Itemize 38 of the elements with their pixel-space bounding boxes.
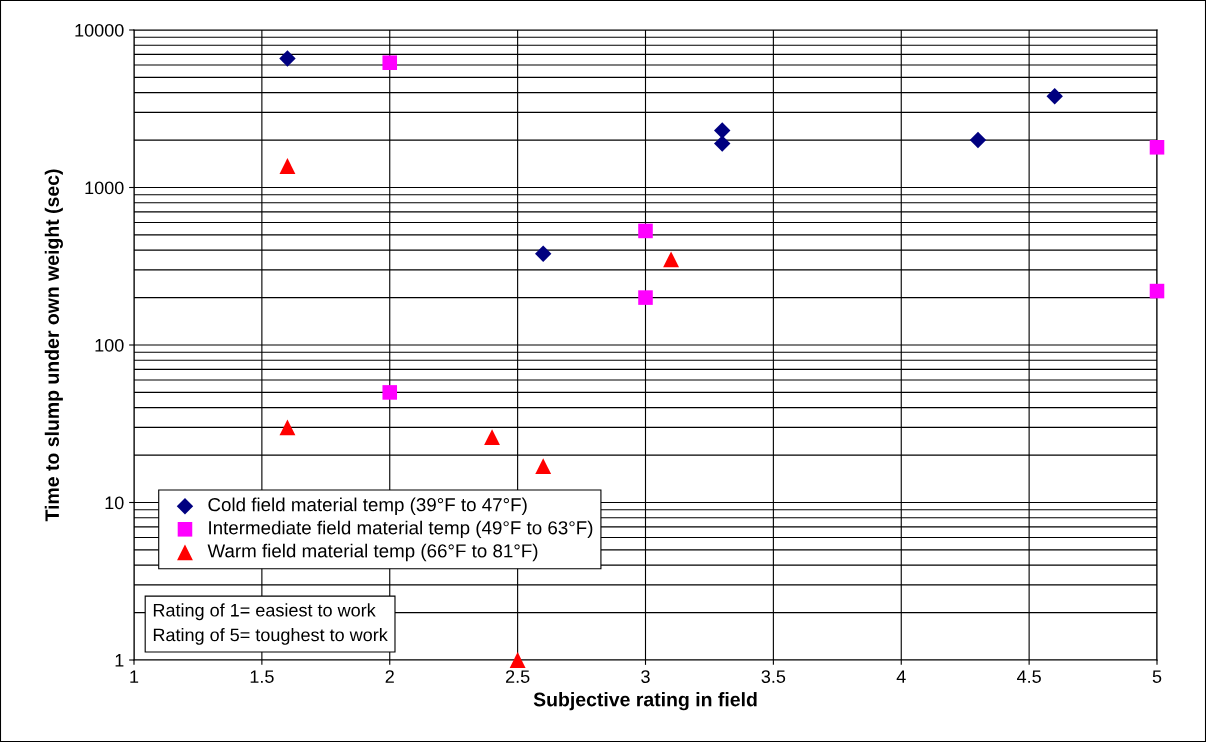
x-tick-label: 4 — [896, 670, 906, 683]
y-tick-label: 10 — [105, 496, 124, 510]
point — [714, 122, 731, 139]
point — [279, 50, 296, 67]
legend-label: Cold field material temp (39°F to 47°F) — [208, 497, 527, 516]
x-tick-label: 5 — [1152, 670, 1162, 683]
x-tick-label: 1.5 — [250, 670, 274, 683]
point — [663, 251, 679, 268]
legend-label: Intermediate field material temp (49°F to 63°F) — [209, 520, 593, 539]
y-tick-label: 100 — [95, 338, 124, 352]
point — [638, 290, 653, 305]
point — [279, 158, 296, 174]
point — [638, 223, 653, 239]
point — [1046, 87, 1063, 105]
x-tick-label: 1 — [130, 670, 139, 683]
x-tick-label: 4.5 — [1016, 670, 1041, 683]
point — [484, 429, 500, 446]
point — [279, 419, 296, 436]
point — [382, 55, 398, 70]
y-tick-label: 1 — [115, 654, 124, 667]
point — [969, 131, 987, 149]
y-axis-title: Time to slump under own weight (sec) — [44, 169, 63, 522]
x-tick-label: 3.5 — [761, 670, 786, 683]
point — [509, 652, 526, 668]
x-tick-label: 2.5 — [505, 670, 530, 683]
y-tick-label: 1000 — [85, 181, 124, 195]
y-tick-label: 10000 — [75, 23, 124, 37]
point — [535, 458, 552, 475]
x-tick-label: 2 — [385, 670, 394, 683]
point — [1149, 283, 1165, 299]
point — [382, 385, 398, 400]
point — [714, 135, 731, 152]
x-axis-title: Subjective rating in field — [533, 692, 757, 711]
x-tick-label: 3 — [641, 670, 650, 683]
point — [1149, 140, 1165, 155]
annotation: Rating of 1= easiest to work Rating of 5= toughest to work — [153, 603, 388, 645]
point — [534, 245, 552, 262]
legend-label: Warm field material temp (66°F to 81°F) — [207, 543, 538, 562]
